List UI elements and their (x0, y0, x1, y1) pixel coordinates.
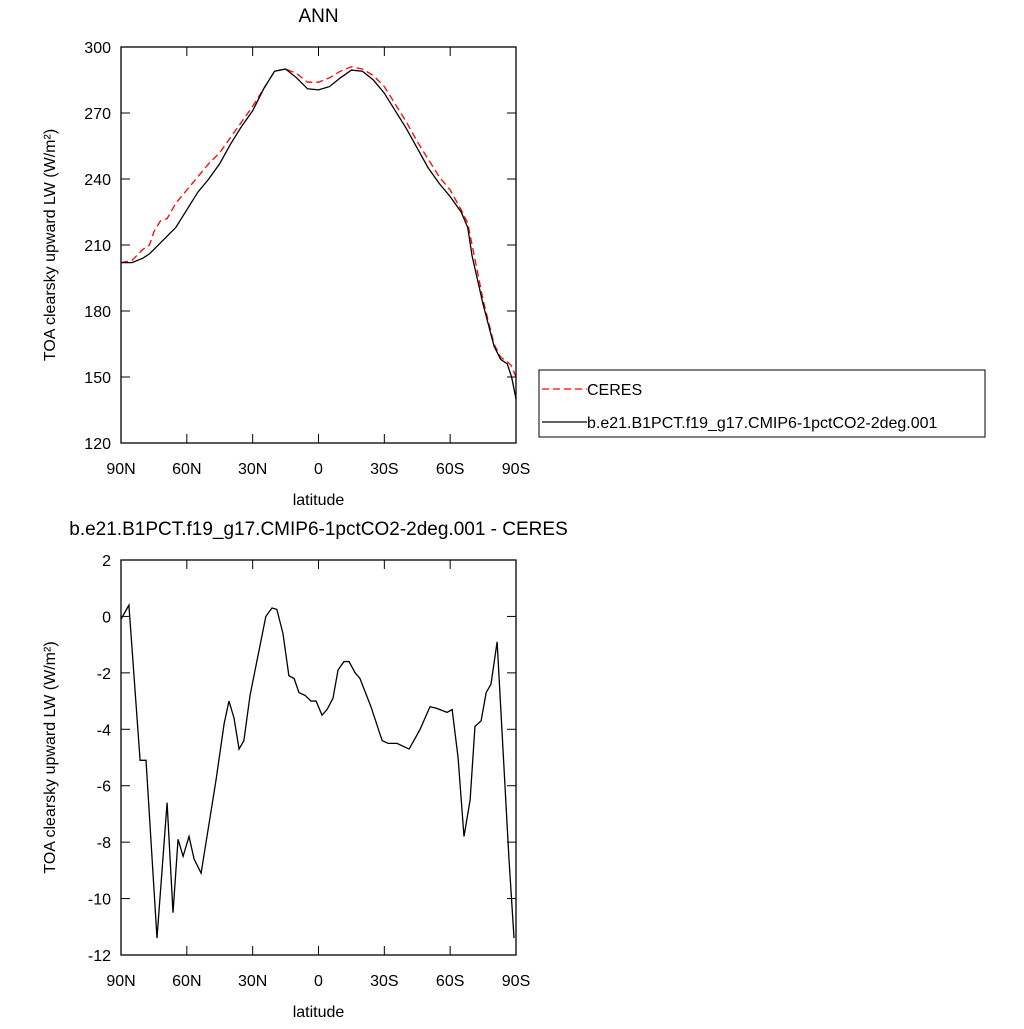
chart-title: b.e21.B1PCT.f19_g17.CMIP6-1pctCO2-2deg.0… (69, 519, 568, 540)
y-tick-label: 180 (84, 304, 111, 321)
y-tick-label: -10 (88, 892, 111, 909)
legend-label: CERES (587, 382, 642, 399)
y-tick-label: 120 (84, 436, 111, 453)
x-tick-label: 90N (106, 973, 135, 990)
y-tick-label: -12 (88, 948, 111, 965)
x-tick-label: 60N (172, 973, 201, 990)
y-tick-label: 2 (102, 553, 111, 570)
x-tick-label: 90S (502, 461, 530, 478)
y-tick-label: 210 (84, 238, 111, 255)
y-tick-label: -2 (97, 666, 111, 683)
data-line (120, 66, 517, 378)
data-line (120, 602, 515, 939)
y-tick-label: 150 (84, 370, 111, 387)
x-tick-label: 30S (370, 973, 398, 990)
x-tick-label: 90N (106, 461, 135, 478)
y-tick-label: -4 (97, 722, 111, 739)
x-axis-label: latitude (293, 492, 345, 509)
y-tick-label: -8 (97, 835, 111, 852)
plot-frame (120, 46, 517, 444)
x-tick-label: 30N (238, 461, 267, 478)
x-tick-label: 30N (238, 973, 267, 990)
y-axis-label: TOA clearsky upward LW (W/m²) (42, 641, 59, 873)
x-axis-label: latitude (293, 1004, 345, 1021)
y-tick-label: 0 (102, 609, 111, 626)
y-tick-label: 300 (84, 40, 111, 57)
chart-title: ANN (298, 6, 338, 27)
y-tick-label: -6 (97, 779, 111, 796)
plot-frame (120, 559, 517, 956)
x-tick-label: 0 (314, 973, 323, 990)
y-axis-label: TOA clearsky upward LW (W/m²) (42, 129, 59, 361)
x-tick-label: 60N (172, 461, 201, 478)
legend-label: b.e21.B1PCT.f19_g17.CMIP6-1pctCO2-2deg.0… (587, 415, 938, 432)
x-tick-label: 90S (502, 973, 530, 990)
x-tick-label: 0 (314, 461, 323, 478)
y-tick-label: 270 (84, 106, 111, 123)
x-tick-label: 60S (436, 461, 464, 478)
data-line (121, 68, 517, 400)
x-tick-label: 60S (436, 973, 464, 990)
x-tick-label: 30S (370, 461, 398, 478)
legend-box (538, 369, 986, 438)
y-tick-label: 240 (84, 172, 111, 189)
